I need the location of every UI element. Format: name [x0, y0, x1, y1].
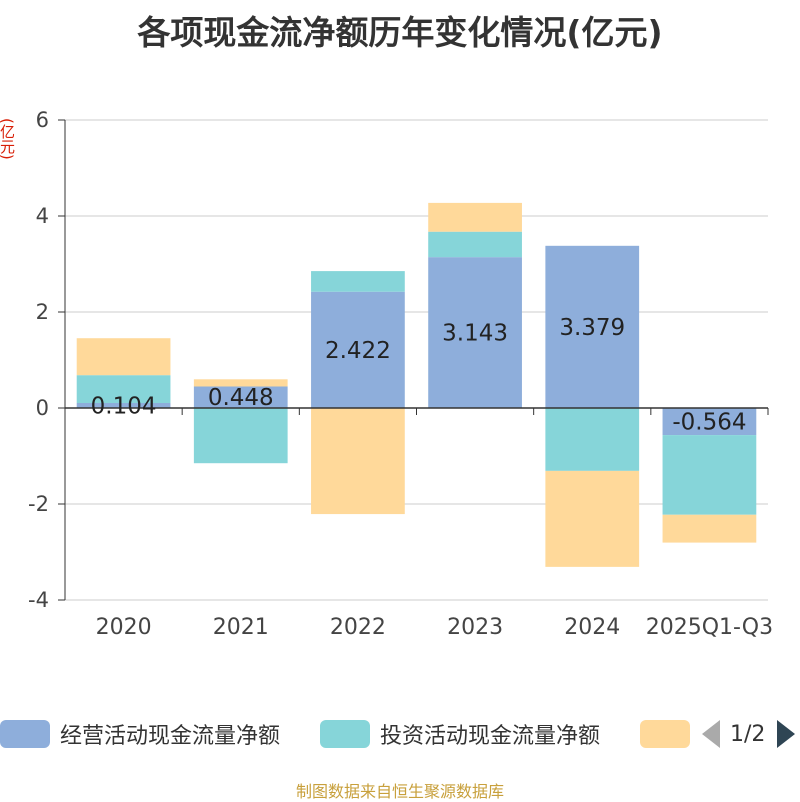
bar-financing [193, 379, 288, 387]
data-label: 0.104 [91, 394, 157, 420]
data-label: 3.143 [442, 321, 508, 347]
bar-chart: -4 -2 0 2 4 6 0.104 0.448 2.422 3.143 3.379 -0.564 2… [28, 108, 773, 640]
bar-investing [193, 408, 288, 464]
legend-pager: 1/2 [702, 716, 796, 752]
legend-page-indicator: 1/2 [730, 721, 766, 747]
y-axis-unit-label: (亿元) [0, 118, 16, 160]
legend-next-page-icon[interactable] [777, 720, 796, 748]
legend-swatch-financing [640, 720, 690, 748]
legend: 经营活动现金流量净额 投资活动现金流量净额 1/2 [0, 716, 800, 752]
x-tick-label: 2022 [330, 615, 386, 640]
y-tick-label: 4 [36, 204, 49, 228]
chart-title: 各项现金流净额历年变化情况(亿元) [137, 13, 663, 52]
legend-item-investing[interactable]: 投资活动现金流量净额 [320, 716, 600, 752]
bar-operating [662, 408, 757, 436]
data-label: -0.564 [672, 410, 746, 436]
legend-prev-page-icon[interactable] [702, 720, 720, 748]
bar-financing [311, 408, 405, 515]
y-tick-label: 6 [36, 108, 49, 132]
bar-investing [545, 408, 640, 471]
bar-financing [428, 202, 522, 232]
x-tick-label: 2020 [96, 615, 152, 640]
x-tick-label: 2021 [213, 615, 269, 640]
legend-swatch-investing [320, 720, 370, 748]
y-tick-label: 2 [36, 300, 49, 324]
bar-operating [428, 257, 522, 408]
bar-financing [76, 338, 171, 376]
x-tick-label: 2023 [447, 615, 503, 640]
bar-financing [545, 470, 640, 567]
legend-swatch-operating [0, 720, 50, 748]
data-label: 3.379 [559, 315, 625, 341]
bar-financing [662, 514, 757, 543]
y-tick-label: 0 [36, 396, 49, 420]
bar-operating [311, 291, 405, 408]
y-tick-label: -4 [28, 588, 49, 612]
bar-operating [193, 386, 288, 408]
bar-investing [311, 271, 405, 292]
legend-label-operating: 经营活动现金流量净额 [60, 724, 281, 749]
bar-investing [76, 375, 171, 404]
legend-item-financing[interactable] [640, 716, 690, 752]
bar-investing [662, 435, 757, 515]
x-tick-label: 2024 [564, 615, 620, 640]
y-tick-label: -2 [28, 492, 49, 516]
data-label: 0.448 [208, 385, 274, 411]
bar-operating [545, 245, 640, 408]
bar-operating [76, 403, 171, 408]
data-source-note: 制图数据来自恒生聚源数据库 [295, 782, 504, 801]
legend-label-investing: 投资活动现金流量净额 [380, 724, 601, 749]
legend-item-operating[interactable]: 经营活动现金流量净额 [0, 716, 280, 752]
bar-investing [428, 231, 522, 258]
x-tick-label: 2025Q1-Q3 [646, 615, 773, 640]
data-label: 2.422 [325, 338, 391, 364]
